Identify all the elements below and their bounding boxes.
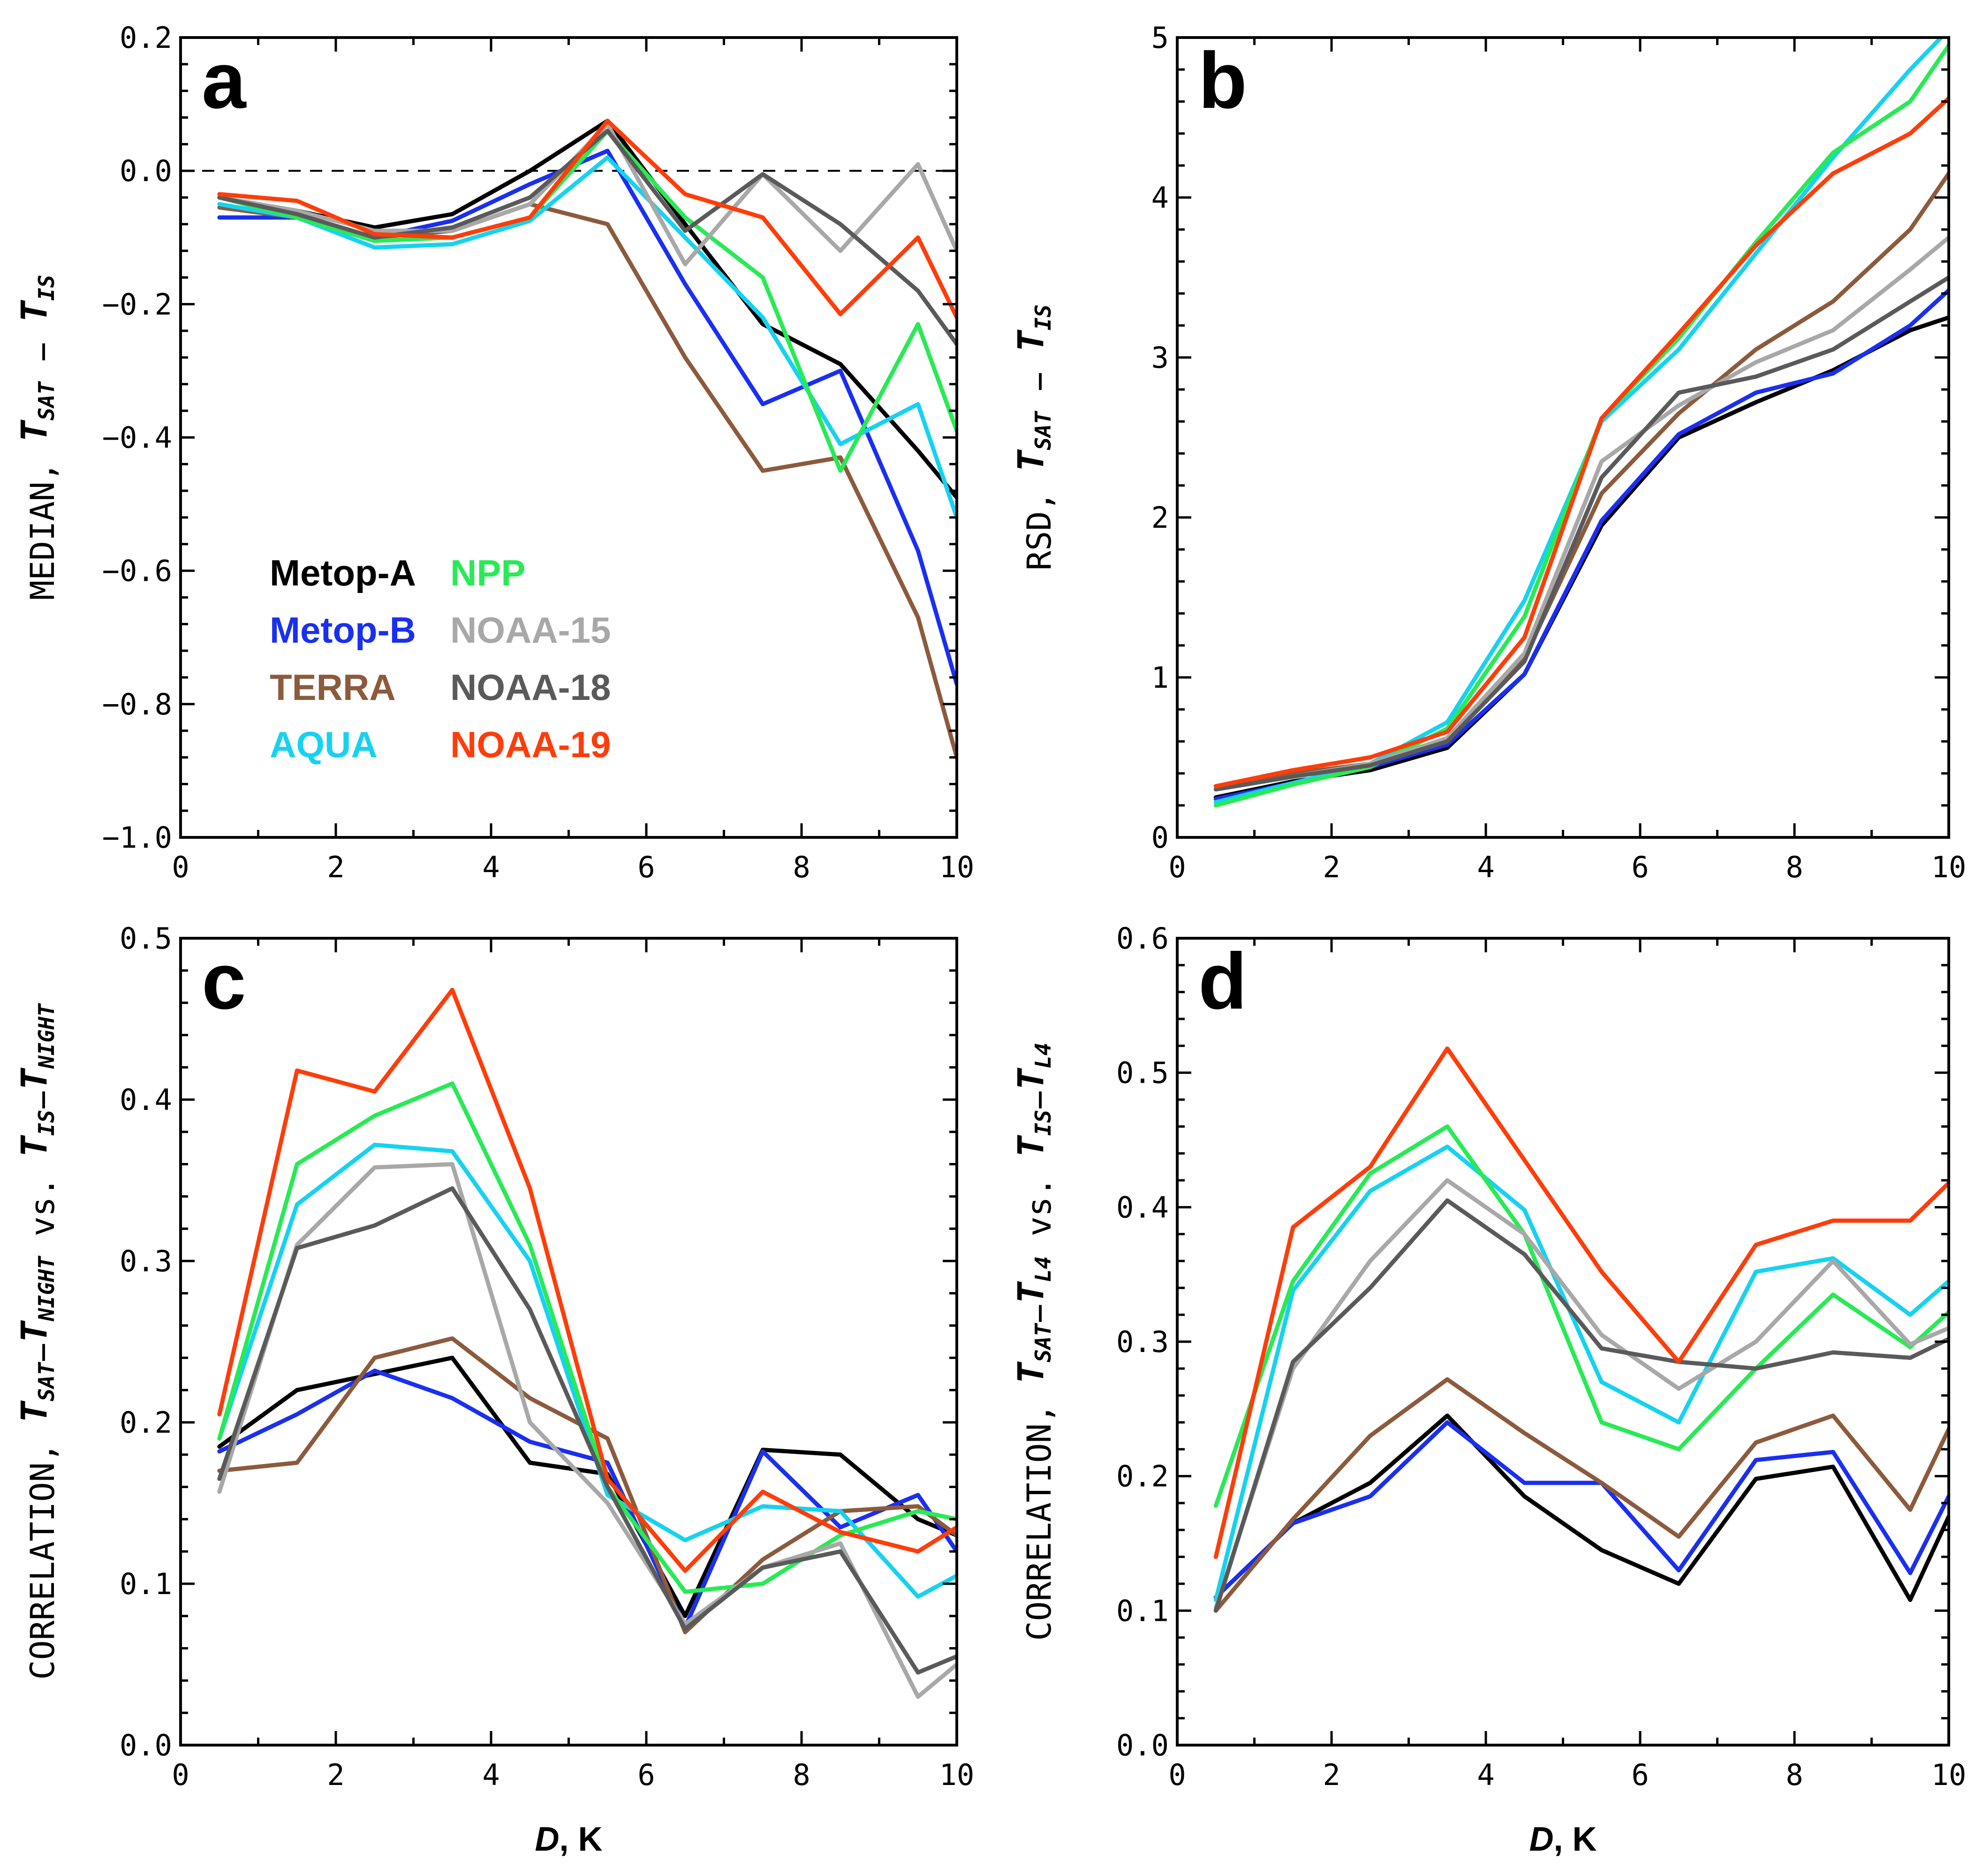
series-line-aqua (1213, 1144, 1949, 1602)
y-tick-label: 0.4 (1116, 1190, 1169, 1224)
y-tick-label: 0.2 (1116, 1459, 1169, 1494)
y-tick-label: 2 (1151, 501, 1169, 535)
y-tick-label: 0.2 (120, 21, 172, 55)
y-tick-label: −0.6 (102, 554, 172, 588)
series-line-noaa-18 (217, 1186, 957, 1675)
series-line-noaa-18 (217, 129, 957, 347)
series-line-noaa-19 (217, 119, 957, 320)
x-axis-label: D, K (535, 1821, 602, 1858)
x-tick-label: 0 (172, 850, 189, 884)
y-axis-label: CORRELATION, TSAT−TNIGHT vs. TIS−TNIGHT (13, 1003, 62, 1680)
y-tick-label: 0.1 (1116, 1594, 1169, 1628)
y-tick-label: −0.2 (102, 287, 172, 321)
panel-c: 0 2 4 6 8 10 0.0 0.1 0.2 0.3 0.4 0.5 CORRELATION, TS… (13, 921, 974, 1858)
series-line-noaa-19 (1213, 96, 1949, 789)
x-tick-label: 6 (1631, 1758, 1649, 1792)
series-line-noaa-19 (217, 987, 957, 1573)
x-tick-label: 8 (1786, 1758, 1803, 1792)
legend: Metop-A NPP Metop-B NOAA-15 TERRA NOAA-18 AQUA… (270, 552, 611, 765)
legend-entry: Metop-A (270, 552, 416, 593)
series-line-noaa-19 (1213, 1046, 1949, 1559)
y-tick-label: 0.5 (120, 921, 172, 956)
x-tick-label: 6 (637, 850, 655, 884)
y-tick-label: 0.6 (1116, 921, 1169, 956)
legend-entry: NOAA-15 (450, 609, 611, 651)
panel-d: 0 2 4 6 8 10 0.0 0.1 0.2 0.3 0.4 0.5 0.6 CORRELATION,… (1010, 921, 1966, 1858)
y-axis-label: MEDIAN, TSAT − TIS (13, 275, 62, 600)
series-group (217, 987, 957, 1699)
y-tick-label: 3 (1151, 341, 1169, 375)
x-tick-label: 2 (327, 1758, 344, 1792)
x-tick-label: 8 (793, 850, 810, 884)
series-line-terra (1213, 1377, 1949, 1613)
panel-letter: c (202, 937, 246, 1026)
panel-letter: d (1198, 937, 1247, 1026)
y-tick-label: 5 (1151, 21, 1169, 55)
y-tick-label: 0.2 (120, 1405, 172, 1440)
x-tick-label: 10 (1931, 850, 1967, 884)
panel-b: 0 2 4 6 8 10 0 1 2 3 4 5 RSD, TSAT − TIS b (1010, 21, 1966, 884)
x-tick-label: 4 (1477, 1758, 1494, 1792)
y-tick-label: −1.0 (102, 820, 172, 855)
x-tick-label: 0 (1168, 850, 1186, 884)
panel-a: 0 2 4 6 8 10 −1.0 −0.8 −0.6 −0.4 −0.2 0.0 0.2 MEDIAN,… (13, 21, 974, 884)
y-axis-label: CORRELATION, TSAT−TL4 vs. TIS−TL4 (1010, 1042, 1059, 1641)
series-line-aqua (217, 155, 957, 520)
y-tick-label: 0.3 (1116, 1325, 1169, 1359)
x-axis-label: D, K (1529, 1821, 1597, 1858)
x-tick-label: 4 (1477, 850, 1494, 884)
x-tick-label: 2 (1323, 1758, 1340, 1792)
y-tick-label: 1 (1151, 661, 1169, 695)
series-group (217, 119, 957, 760)
x-tick-label: 6 (1631, 850, 1649, 884)
series-line-noaa-15 (1213, 1178, 1949, 1610)
legend-entry: NOAA-18 (450, 667, 611, 708)
x-tick-label: 8 (1786, 850, 1803, 884)
x-tick-label: 8 (793, 1758, 810, 1792)
panel-letter: a (202, 36, 247, 125)
x-tick-label: 10 (939, 850, 975, 884)
series-line-npp (1213, 1124, 1949, 1508)
y-tick-label: 0.0 (120, 154, 172, 188)
series-group (1213, 38, 1949, 808)
series-group (1213, 1046, 1949, 1613)
y-tick-label: −0.8 (102, 687, 172, 722)
x-tick-label: 4 (482, 1758, 500, 1792)
legend-entry: AQUA (270, 724, 378, 765)
series-line-noaa-18 (1213, 1198, 1949, 1613)
y-tick-label: 0.3 (120, 1244, 172, 1278)
series-line-terra (217, 1336, 957, 1634)
x-tick-label: 0 (1168, 1758, 1186, 1792)
x-tick-label: 2 (1323, 850, 1340, 884)
legend-entry: Metop-B (270, 609, 416, 651)
series-line-metop-b (217, 1368, 957, 1630)
y-tick-label: 4 (1151, 181, 1169, 215)
legend-entry: TERRA (270, 667, 396, 708)
x-tick-label: 10 (1931, 1758, 1967, 1792)
panel-letter: b (1198, 36, 1247, 125)
x-tick-label: 4 (482, 850, 500, 884)
legend-entry: NPP (450, 552, 525, 593)
y-tick-label: 0.4 (120, 1083, 172, 1117)
y-axis-label: RSD, TSAT − TIS (1010, 304, 1059, 570)
x-tick-label: 2 (327, 850, 344, 884)
y-tick-label: 0.0 (120, 1728, 172, 1762)
x-tick-label: 6 (637, 1758, 655, 1792)
y-tick-label: 0.1 (120, 1567, 172, 1601)
y-tick-label: −0.4 (102, 421, 172, 455)
x-tick-label: 10 (939, 1758, 975, 1792)
x-tick-label: 0 (172, 1758, 189, 1792)
series-line-metop-a (1213, 1413, 1949, 1602)
legend-entry: NOAA-19 (450, 724, 611, 765)
y-tick-label: 0 (1151, 820, 1169, 855)
y-tick-label: 0.5 (1116, 1056, 1169, 1090)
y-tick-label: 0.0 (1116, 1728, 1169, 1762)
series-line-noaa-18 (1213, 275, 1949, 792)
plots: 0 2 4 6 8 10−1.0−0.8−0.6−0.4−0.20.00.2MEDIAN,… (13, 21, 1966, 1858)
